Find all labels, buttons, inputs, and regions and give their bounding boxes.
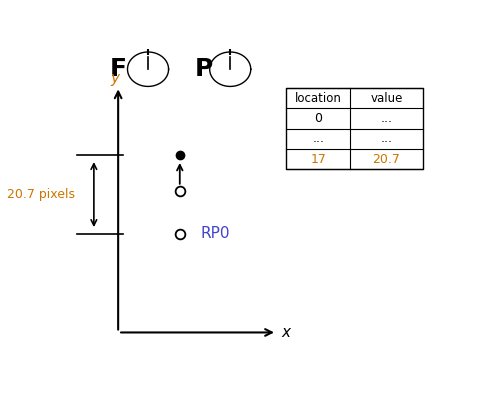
- Text: 20.7 pixels: 20.7 pixels: [7, 188, 75, 201]
- Text: x: x: [282, 325, 291, 340]
- Text: y: y: [110, 71, 119, 86]
- Text: RP0: RP0: [201, 226, 230, 241]
- Text: F: F: [109, 57, 127, 81]
- Text: 17: 17: [310, 153, 326, 166]
- Text: 20.7: 20.7: [373, 153, 401, 166]
- Text: 0: 0: [314, 112, 322, 125]
- Text: ...: ...: [380, 132, 392, 145]
- Text: ...: ...: [380, 112, 392, 125]
- Text: value: value: [370, 92, 402, 105]
- Bar: [286, 88, 423, 169]
- Text: P: P: [195, 57, 213, 81]
- Text: location: location: [295, 92, 342, 105]
- Text: ...: ...: [312, 132, 324, 145]
